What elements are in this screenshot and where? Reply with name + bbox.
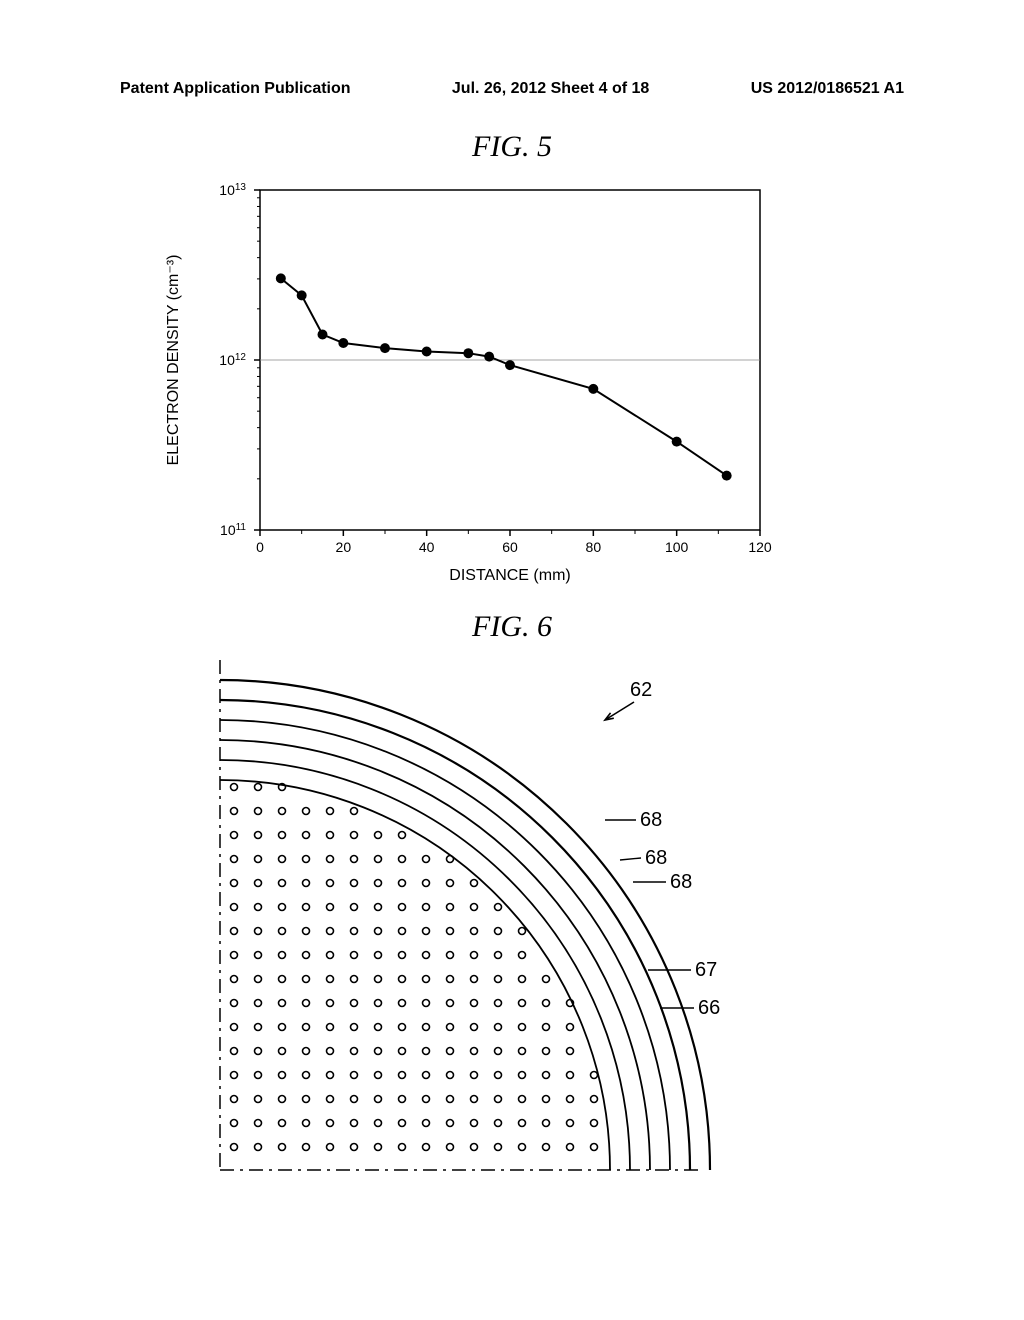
svg-text:120: 120	[748, 539, 772, 555]
svg-text:60: 60	[502, 539, 518, 555]
svg-text:68: 68	[640, 809, 662, 831]
svg-text:62: 62	[630, 679, 652, 701]
header-right: US 2012/0186521 A1	[751, 80, 904, 98]
svg-text:1013: 1013	[219, 182, 246, 199]
svg-text:1012: 1012	[219, 352, 246, 369]
fig5-chart: 1011 1012 1013 0 20 40 60 80 100 120 DISTANCE (mm)…	[160, 170, 780, 590]
fig6-svg: 626868686766	[200, 660, 760, 1190]
svg-text:ELECTRON DENSITY (cm⁻³): ELECTRON DENSITY (cm⁻³)	[165, 255, 182, 466]
svg-text:20: 20	[336, 539, 352, 555]
header-center: Jul. 26, 2012 Sheet 4 of 18	[452, 80, 649, 98]
svg-text:68: 68	[670, 871, 692, 893]
svg-text:0: 0	[256, 539, 264, 555]
svg-text:100: 100	[665, 539, 689, 555]
fig5-svg: 1011 1012 1013 0 20 40 60 80 100 120 DISTANCE (mm)…	[160, 170, 780, 590]
page-header: Patent Application Publication Jul. 26, …	[0, 80, 1024, 98]
svg-text:66: 66	[698, 997, 720, 1019]
page: Patent Application Publication Jul. 26, …	[0, 0, 1024, 1320]
fig6-diagram: 626868686766	[200, 660, 730, 1190]
svg-text:1011: 1011	[220, 522, 246, 539]
svg-text:DISTANCE (mm): DISTANCE (mm)	[449, 567, 570, 584]
header-left: Patent Application Publication	[120, 80, 351, 98]
svg-text:67: 67	[695, 959, 717, 981]
svg-text:80: 80	[586, 539, 602, 555]
fig6-title: FIG. 6	[0, 610, 1024, 644]
svg-text:40: 40	[419, 539, 435, 555]
svg-text:68: 68	[645, 847, 667, 869]
fig5-title: FIG. 5	[0, 130, 1024, 164]
